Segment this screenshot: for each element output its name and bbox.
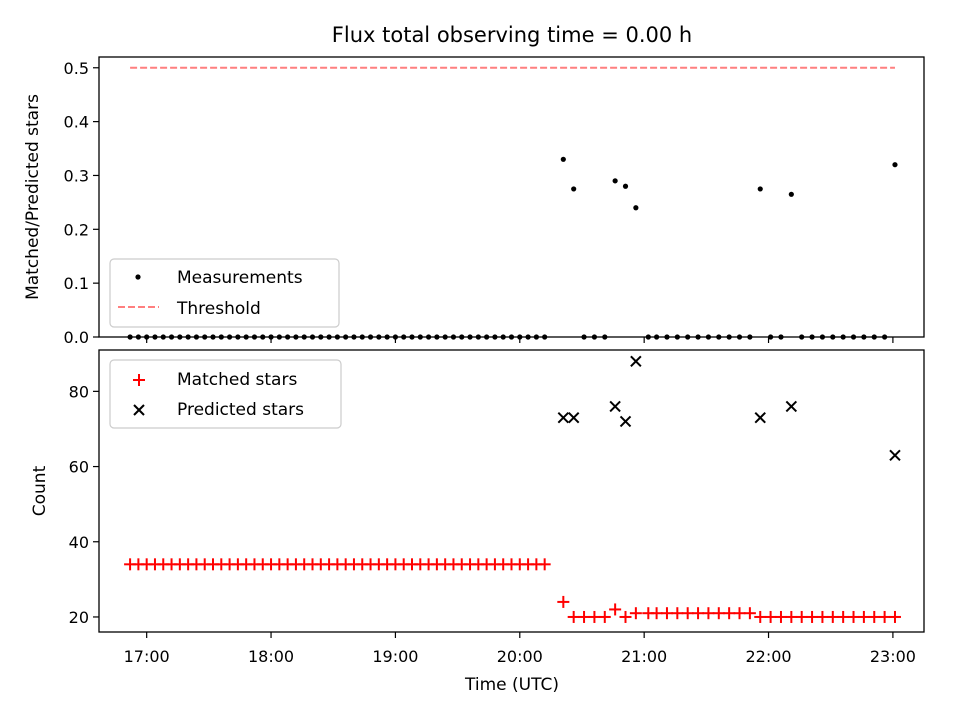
matched-stars-point — [588, 610, 601, 623]
y-tick-label: 60 — [69, 458, 89, 477]
predicted-stars-point — [630, 355, 642, 367]
y-tick-label: 80 — [69, 382, 89, 401]
count-x-ticks: 17:00 18:00 19:00 20:00 21:00 22:00 23:00 — [124, 632, 916, 666]
y-tick-label: 20 — [69, 608, 89, 627]
ratio-x-ticks — [146, 337, 894, 343]
matched-stars-point — [847, 610, 860, 623]
ratio-legend: Measurements Threshold — [109, 258, 340, 328]
count-plot-frame — [98, 349, 925, 633]
measurements-point — [788, 191, 794, 197]
matched-stars-point — [578, 610, 591, 623]
measurements-point — [757, 186, 763, 192]
matched-stars-point — [868, 610, 881, 623]
chart-title: Flux total observing time = 0.00 h — [332, 23, 692, 47]
legend-measurements-label: Measurements — [177, 268, 303, 288]
ratio-series-layer — [127, 66, 898, 340]
x-tick-label: 19:00 — [372, 647, 418, 666]
matched-stars-point — [557, 595, 570, 608]
count-panel: 20 40 60 80 17:00 18:00 19:00 20:00 21:00 22:00 2… — [30, 349, 925, 666]
matched-stars-point — [692, 607, 705, 620]
matched-stars-point — [712, 607, 725, 620]
matched-stars-point — [598, 610, 611, 623]
matched-stars-point — [743, 607, 756, 620]
y-tick-label: 0.3 — [64, 166, 89, 185]
matched-stars-point — [567, 610, 580, 623]
legend-measurements-marker — [135, 274, 141, 280]
matched-stars-point — [660, 607, 673, 620]
count-series-layer — [124, 355, 901, 623]
x-tick-label: 17:00 — [124, 647, 170, 666]
x-tick-label: 21:00 — [621, 647, 667, 666]
matched-stars-point — [671, 607, 684, 620]
x-tick-label: 23:00 — [870, 647, 916, 666]
predicted-stars-point — [609, 400, 621, 413]
matched-stars-point — [733, 607, 746, 620]
matched-stars-point — [619, 610, 632, 623]
matched-stars-point — [857, 610, 870, 623]
y-tick-label: 0.2 — [64, 220, 89, 239]
predicted-stars-point — [889, 449, 901, 461]
y-tick-label: 40 — [69, 533, 89, 552]
measurements-point — [633, 205, 639, 211]
matched-stars-point — [774, 610, 787, 623]
y-tick-label: 0.4 — [64, 113, 89, 132]
matched-stars-point — [681, 607, 694, 620]
ratio-panel: 0.0 0.1 0.2 0.3 0.4 0.5 Matched/Predicted sta… — [23, 56, 925, 347]
matched-stars-point — [878, 610, 891, 623]
legend-matched-marker — [133, 374, 145, 386]
count-y-ticks: 20 40 60 80 — [69, 382, 99, 627]
matched-stars-point — [816, 610, 829, 623]
ratio-y-ticks: 0.0 0.1 0.2 0.3 0.4 0.5 — [64, 59, 99, 347]
matched-stars-point — [806, 610, 819, 623]
matched-stars-point — [785, 610, 798, 623]
matched-stars-point — [764, 610, 777, 623]
y-tick-label: 0.0 — [64, 328, 89, 347]
matched-stars-point — [795, 610, 808, 623]
matched-stars-point — [538, 558, 551, 571]
x-tick-label: 18:00 — [248, 647, 294, 666]
predicted-stars-point — [619, 415, 632, 428]
legend-matched-label: Matched stars — [177, 370, 297, 390]
matched-stars-point — [702, 607, 715, 620]
legend-predicted-label: Predicted stars — [177, 400, 304, 420]
matched-stars-point — [629, 607, 642, 620]
x-tick-label: 20:00 — [497, 647, 543, 666]
predicted-stars-point — [557, 411, 570, 424]
ratio-y-axis-label: Matched/Predicted stars — [23, 94, 43, 300]
matched-stars-point — [650, 607, 663, 620]
measurements-point — [622, 183, 629, 189]
matched-stars-point — [723, 607, 736, 620]
legend-predicted-marker — [133, 404, 145, 416]
matched-stars-point — [754, 610, 767, 623]
ratio-legend-box — [109, 258, 340, 328]
y-tick-label: 0.1 — [64, 274, 89, 293]
ratio-plot-frame — [98, 56, 925, 338]
count-y-axis-label: Count — [30, 465, 50, 516]
x-axis-label: Time (UTC) — [464, 675, 559, 695]
count-legend-box — [109, 359, 342, 429]
measurements-point — [892, 162, 898, 168]
predicted-stars-point — [754, 411, 766, 424]
measurements-point — [612, 178, 618, 184]
measurements-point — [571, 186, 577, 192]
matched-stars-point — [837, 610, 850, 623]
predicted-stars-point — [567, 411, 580, 424]
predicted-stars-point — [785, 400, 798, 413]
count-legend: Matched stars Predicted stars — [109, 359, 342, 429]
matched-stars-point — [826, 610, 839, 623]
matched-stars-point — [888, 610, 901, 623]
measurements-point — [560, 156, 566, 162]
x-tick-label: 22:00 — [745, 647, 791, 666]
matched-stars-point — [609, 603, 622, 616]
legend-threshold-label: Threshold — [176, 299, 261, 319]
y-tick-label: 0.5 — [64, 59, 89, 78]
